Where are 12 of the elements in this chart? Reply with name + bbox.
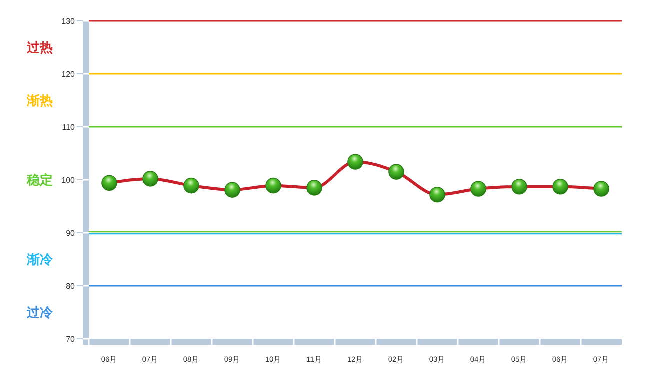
y-tick-label: 90 [66,228,76,238]
y-tick-label: 120 [62,70,76,79]
text: 渐冷 [26,252,54,268]
y-tick-label: 130 [62,16,76,26]
y-tick-label: 110 [62,122,76,132]
text: 过冷 [26,305,54,320]
y-tick-label: 80 [66,282,76,291]
text: 渐热 [26,93,53,108]
y-tick-label: 70 [66,334,76,344]
text: 过热 [26,40,53,56]
y-tick-label: 100 [62,176,76,185]
text: 稳定 [26,172,53,188]
